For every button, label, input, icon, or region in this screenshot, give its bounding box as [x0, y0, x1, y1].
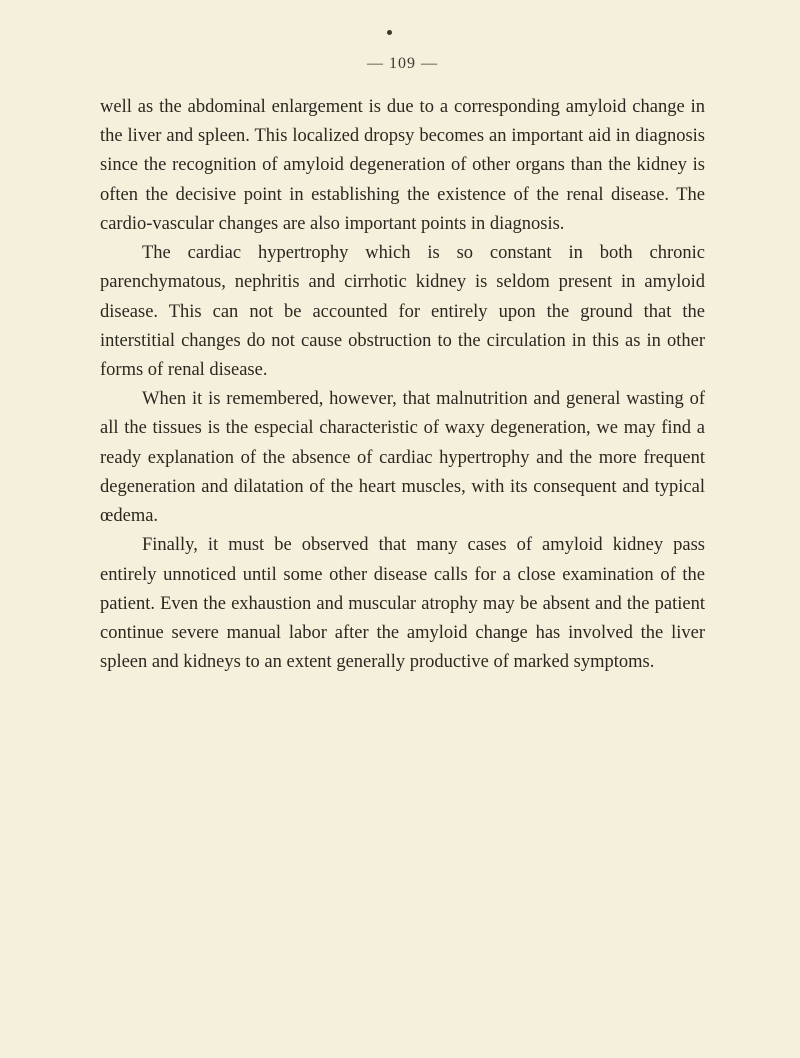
paragraph-3: When it is remembered, however, that mal… [100, 385, 705, 531]
decorative-dot [387, 30, 392, 35]
page-number: — 109 — [100, 55, 705, 73]
paragraph-2: The cardiac hypertrophy which is so cons… [100, 239, 705, 385]
paragraph-1: well as the abdominal enlargement is due… [100, 93, 705, 239]
paragraph-4: Finally, it must be observed that many c… [100, 531, 705, 677]
